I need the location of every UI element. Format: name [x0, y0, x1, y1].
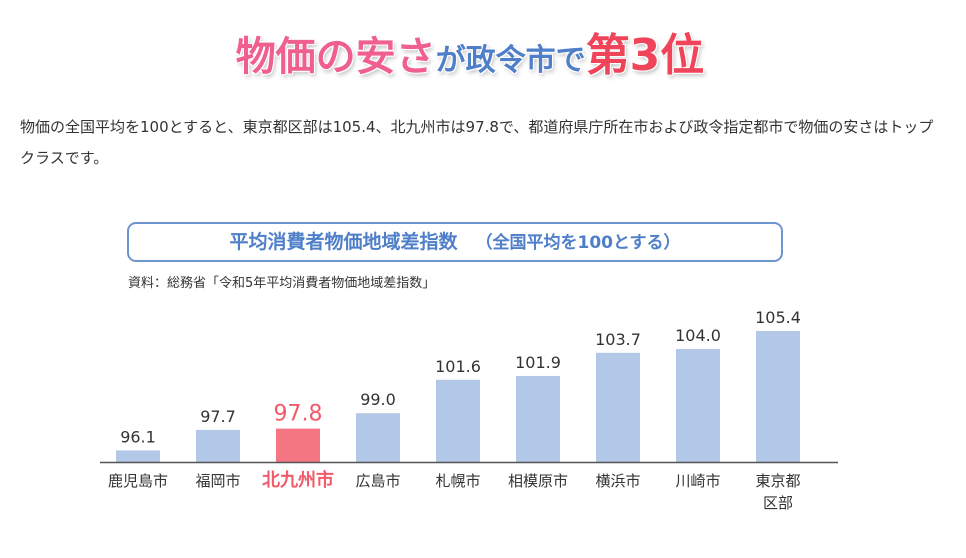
chart-source: 資料：総務省「令和5年平均消費者物価地域差指数」	[128, 276, 436, 291]
category-label-4: 札幌市	[435, 472, 480, 490]
chart-title: 平均消費者物価地域差指数	[229, 231, 458, 253]
category-label-7: 川崎市	[675, 472, 720, 490]
value-label-4: 101.6	[435, 357, 481, 376]
bar-1	[196, 429, 240, 462]
chart-title-box: 平均消費者物価地域差指数 （全国平均を100とする）	[127, 222, 783, 262]
value-label-0: 96.1	[120, 427, 156, 446]
category-label-2: 北九州市	[262, 469, 334, 491]
value-label-1: 97.7	[200, 407, 236, 426]
headline-part-3: 第3位	[585, 30, 705, 81]
bar-8	[756, 331, 800, 462]
bar-3	[356, 413, 400, 462]
value-label-7: 104.0	[675, 326, 721, 345]
value-label-3: 99.0	[360, 390, 396, 409]
category-label-0: 鹿児島市	[108, 472, 168, 490]
category-label-1: 福岡市	[195, 472, 240, 490]
category-label-3: 広島市	[355, 472, 400, 490]
value-label-5: 101.9	[515, 353, 561, 372]
value-label-2: 97.8	[274, 402, 323, 427]
chart-subtitle: （全国平均を100とする）	[475, 233, 681, 253]
bar-7	[676, 348, 720, 462]
value-label-6: 103.7	[595, 330, 641, 349]
category-label-5: 相模原市	[508, 472, 568, 490]
bar-4	[436, 379, 480, 462]
page-headline: 物価の安さが政令市で第3位	[0, 34, 940, 78]
bar-2	[276, 428, 320, 462]
bar-0	[116, 450, 160, 462]
category-label-6: 横浜市	[595, 472, 640, 490]
category-label-8: 東京都区部	[755, 472, 800, 512]
value-label-8: 105.4	[755, 308, 801, 327]
headline-part-2: が政令市で	[435, 43, 586, 78]
bar-5	[516, 375, 560, 462]
headline-part-1: 物価の安さ	[235, 34, 436, 80]
bar-6	[596, 352, 640, 462]
intro-text: 物価の全国平均を100とすると、東京都区部は105.4、北九州市は97.8で、都…	[20, 118, 934, 167]
